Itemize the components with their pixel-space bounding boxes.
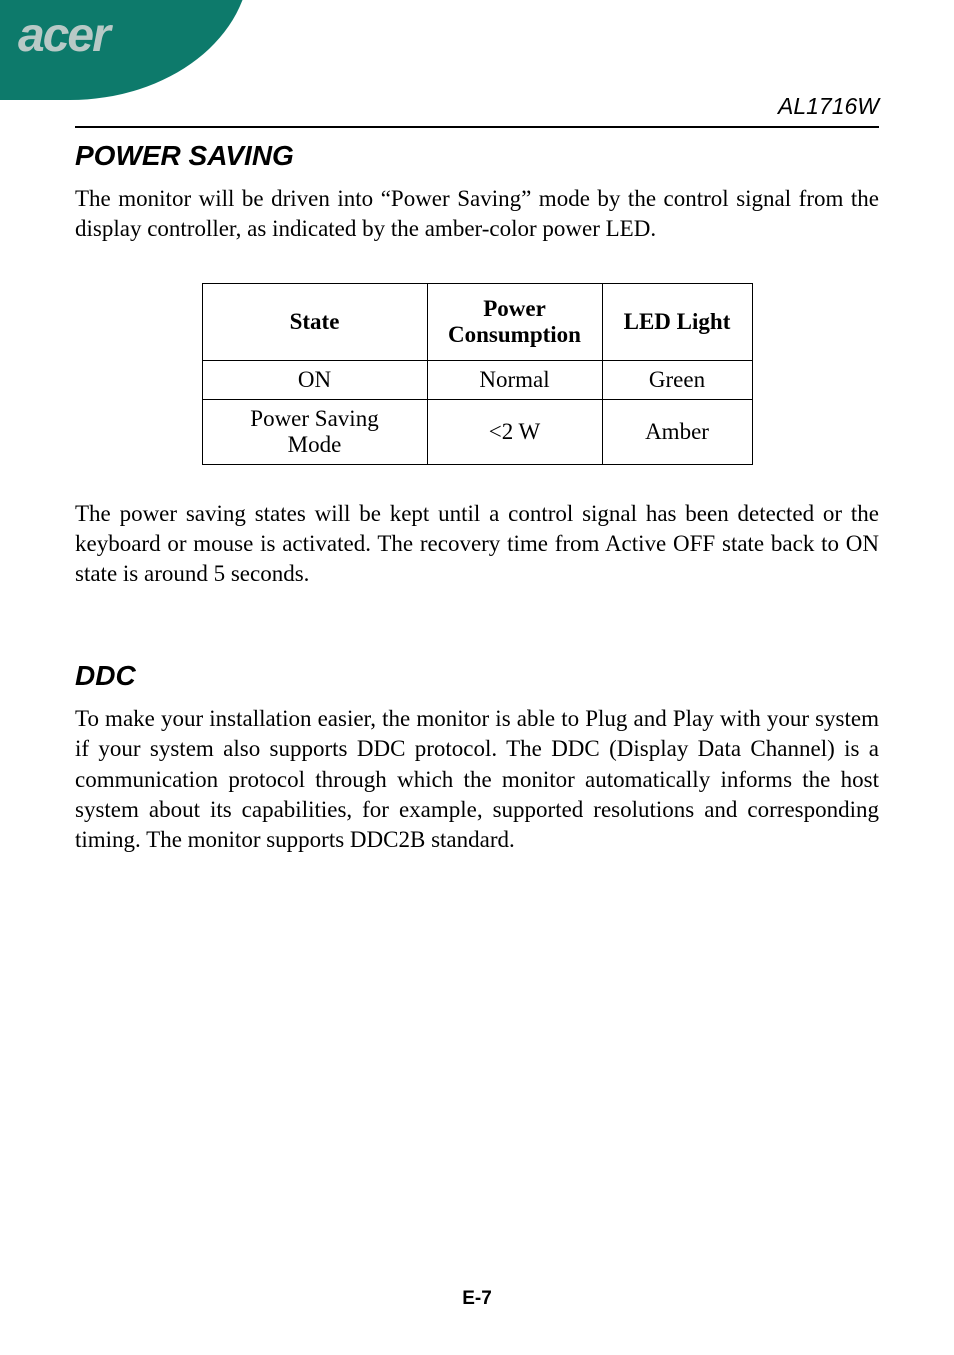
table-cell-led: Amber xyxy=(602,399,752,464)
logo-wrapper: acer xyxy=(0,0,250,100)
table-header-led: LED Light xyxy=(602,283,752,360)
table-row: ON Normal Green xyxy=(202,360,752,399)
power-saving-intro-text: The monitor will be driven into “Power S… xyxy=(75,184,879,245)
section-title-ddc: DDC xyxy=(75,660,879,692)
page-number: E-7 xyxy=(0,1288,954,1310)
table-cell-state: ON xyxy=(202,360,427,399)
table-header-power: Power Consumption xyxy=(427,283,602,360)
table-cell-led: Green xyxy=(602,360,752,399)
ddc-text: To make your installation easier, the mo… xyxy=(75,704,879,856)
page-content: POWER SAVING The monitor will be driven … xyxy=(75,140,879,856)
table-cell-power: Normal xyxy=(427,360,602,399)
table-cell-power: <2 W xyxy=(427,399,602,464)
table-row: Power Saving Mode <2 W Amber xyxy=(202,399,752,464)
section-title-power-saving: POWER SAVING xyxy=(75,140,879,172)
power-saving-outro-text: The power saving states will be kept unt… xyxy=(75,499,879,590)
power-saving-table: State Power Consumption LED Light ON Nor… xyxy=(202,283,753,465)
table-cell-state: Power Saving Mode xyxy=(202,399,427,464)
table-header-row: State Power Consumption LED Light xyxy=(202,283,752,360)
table-header-state: State xyxy=(202,283,427,360)
header-divider xyxy=(75,126,879,128)
logo-text: acer xyxy=(18,8,109,63)
power-table-wrapper: State Power Consumption LED Light ON Nor… xyxy=(75,283,879,465)
model-number: AL1716W xyxy=(778,93,879,120)
